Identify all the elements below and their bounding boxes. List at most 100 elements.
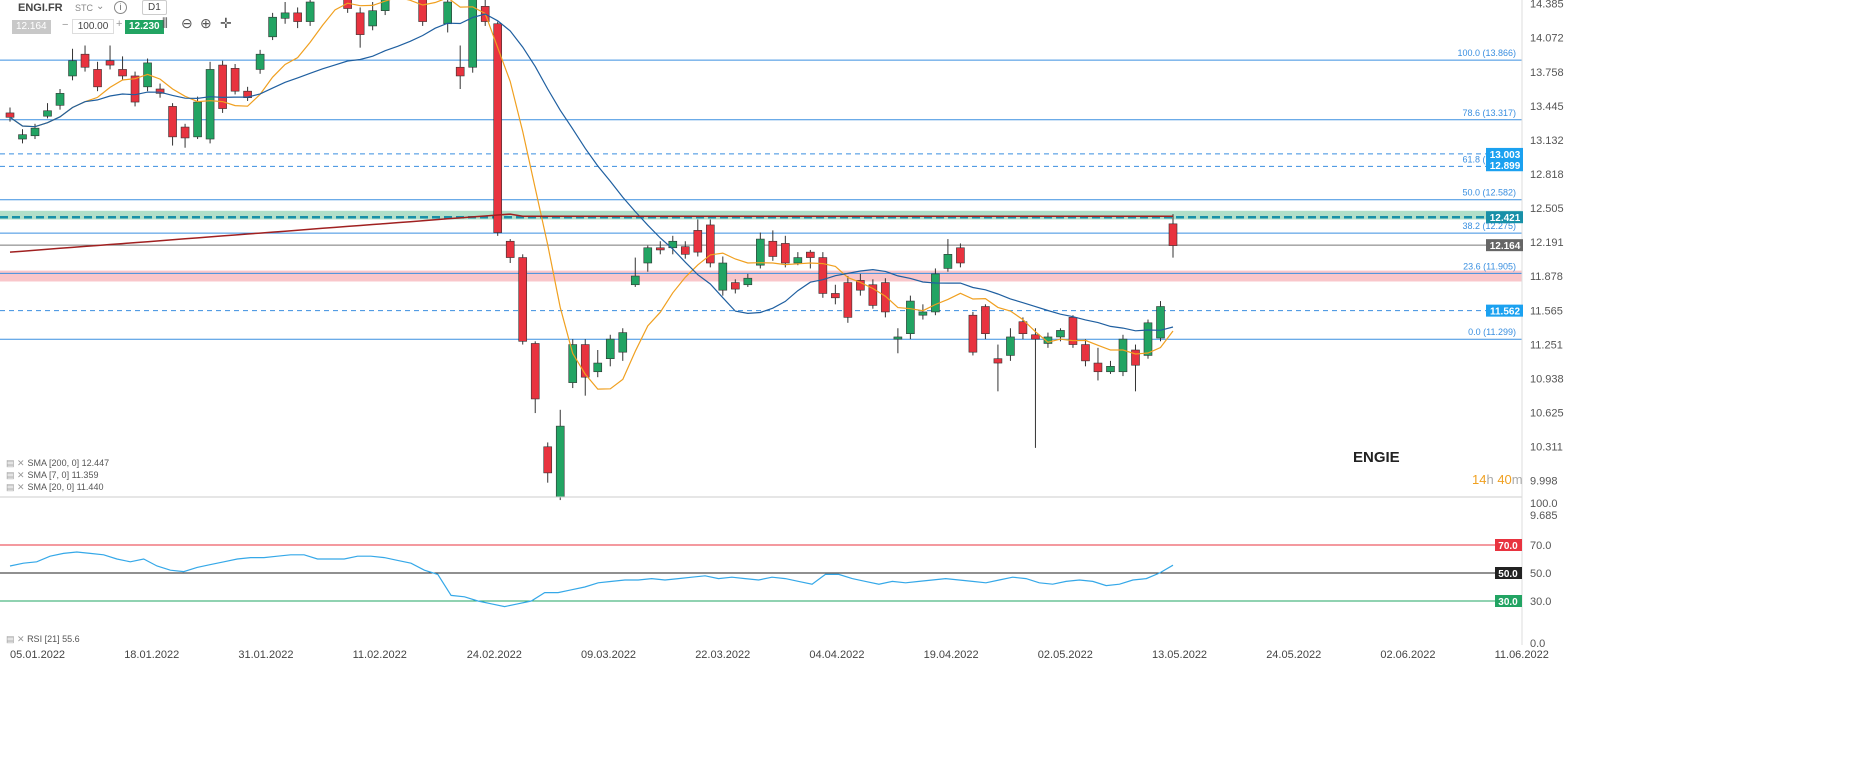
candle xyxy=(1031,334,1040,340)
rsi-legend[interactable]: ▤ ✕ RSI [21] 55.6 xyxy=(6,634,80,644)
date-tick-label: 11.06.2022 xyxy=(1495,649,1549,661)
candle xyxy=(155,88,165,94)
quantity-minus-button[interactable]: − xyxy=(62,19,69,31)
candle xyxy=(1056,330,1065,338)
sma7-line xyxy=(9,0,1174,390)
fib-label: 0.0 (11.299) xyxy=(1468,327,1516,337)
rsi-tick-label: 0.0 xyxy=(1530,638,1545,650)
candle xyxy=(981,306,990,334)
candle xyxy=(80,53,90,68)
info-icon[interactable]: i xyxy=(114,1,127,14)
ask-price[interactable]: 12.230 xyxy=(125,20,164,34)
candle xyxy=(806,251,815,258)
candle xyxy=(543,446,553,474)
candle xyxy=(1156,306,1165,339)
quantity-plus-button[interactable]: + xyxy=(116,18,123,30)
legend-settings-icon[interactable]: ▤ ✕ xyxy=(6,482,25,492)
candle-type-icon[interactable]: ⫴ xyxy=(162,15,168,31)
candle xyxy=(355,12,365,35)
candle xyxy=(268,16,277,38)
candle xyxy=(55,93,65,106)
legend-sma7[interactable]: ▤ ✕ SMA [7, 0] 11.359 xyxy=(6,470,99,480)
timeframe-select[interactable]: D1 xyxy=(142,0,167,15)
rsi-tick-label: 70.0 xyxy=(1530,540,1551,552)
candle xyxy=(706,224,715,264)
candle xyxy=(1143,322,1153,356)
price-tick-label: 11.878 xyxy=(1530,271,1563,283)
indicator-legend: ▤ ✕ SMA [200, 0] 12.447 ▤ ✕ SMA [7, 0] 11.… xyxy=(6,457,109,493)
candle xyxy=(1106,366,1115,373)
price-tick-label: 13.132 xyxy=(1530,135,1564,147)
zoom-out-icon[interactable]: ⊖ xyxy=(181,15,193,31)
candle xyxy=(693,230,703,253)
candle xyxy=(43,110,52,117)
candle xyxy=(93,69,102,88)
candle xyxy=(1043,336,1053,344)
candle xyxy=(906,300,915,334)
candle xyxy=(455,66,465,77)
price-tick-label: 12.505 xyxy=(1530,203,1564,215)
candle xyxy=(243,90,252,99)
date-tick-label: 05.01.2022 xyxy=(10,649,65,661)
rsi-line xyxy=(9,551,1174,608)
symbol-label[interactable]: ENGI.FR xyxy=(18,2,63,14)
candle xyxy=(893,336,903,340)
candle xyxy=(343,0,352,9)
candle xyxy=(1081,344,1090,362)
date-tick-label: 02.05.2022 xyxy=(1038,649,1093,661)
zone-green xyxy=(0,210,1522,220)
candle xyxy=(493,23,503,233)
sma200-line xyxy=(9,213,1173,253)
candle xyxy=(781,243,790,264)
price-tick-label: 13.445 xyxy=(1530,101,1564,113)
price-tick-label: 9.998 xyxy=(1530,476,1558,488)
candle xyxy=(418,0,427,22)
price-tick-label: 10.311 xyxy=(1530,442,1563,454)
candle xyxy=(1131,349,1140,366)
rsi-level-text: 30.0 xyxy=(1498,597,1518,608)
date-tick-label: 22.03.2022 xyxy=(695,649,750,661)
candle xyxy=(293,12,302,22)
price-tick-label: 10.938 xyxy=(1530,373,1564,385)
candle xyxy=(868,284,878,306)
candle xyxy=(843,282,853,318)
rsi-level-tag xyxy=(1495,595,1522,607)
candle xyxy=(68,60,77,77)
legend-sma20[interactable]: ▤ ✕ SMA [20, 0] 11.440 xyxy=(6,482,104,492)
price-tick-label: 10.625 xyxy=(1530,408,1564,420)
candle xyxy=(130,75,140,103)
candle xyxy=(956,247,965,264)
candle xyxy=(218,64,227,109)
date-tick-label: 24.02.2022 xyxy=(467,649,522,661)
price-tag-box xyxy=(1486,304,1523,317)
candle xyxy=(280,12,290,19)
rsi-tick-label: 100.0 xyxy=(1530,498,1558,510)
legend-settings-icon[interactable]: ▤ ✕ xyxy=(6,458,25,468)
candle xyxy=(968,314,978,353)
candle xyxy=(205,69,215,140)
dropdown-chevron-icon[interactable]: ⌄ xyxy=(96,1,105,12)
candle xyxy=(655,247,665,251)
candle xyxy=(443,1,452,25)
candle xyxy=(793,257,803,264)
legend-sma200[interactable]: ▤ ✕ SMA [200, 0] 12.447 xyxy=(6,458,110,468)
candle xyxy=(593,362,603,373)
crosshair-icon[interactable]: ✛ xyxy=(220,15,232,31)
zoom-in-icon[interactable]: ⊕ xyxy=(200,15,212,31)
candle xyxy=(1118,338,1128,373)
date-tick-label: 02.06.2022 xyxy=(1380,649,1435,661)
candle xyxy=(743,277,753,286)
candle xyxy=(1006,336,1015,356)
candle xyxy=(30,127,40,137)
date-tick-label: 19.04.2022 xyxy=(924,649,979,661)
quantity-input[interactable]: 100.00 xyxy=(72,19,114,34)
legend-settings-icon[interactable]: ▤ ✕ xyxy=(6,634,25,644)
candle xyxy=(555,425,565,498)
price-tick-label: 11.251 xyxy=(1530,339,1563,351)
price-tag-box xyxy=(1486,239,1523,252)
legend-settings-icon[interactable]: ▤ ✕ xyxy=(6,470,25,480)
candle xyxy=(756,238,765,266)
bid-price[interactable]: 12.164 xyxy=(12,20,51,34)
rsi-level-text: 50.0 xyxy=(1498,569,1518,580)
